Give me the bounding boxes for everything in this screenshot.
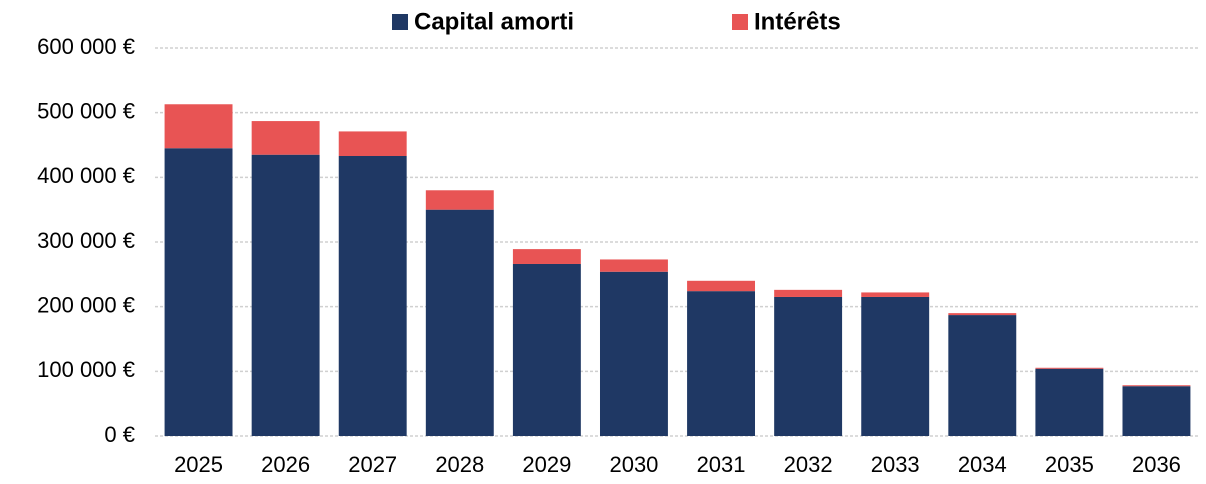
x-tick-label: 2025 (174, 452, 223, 477)
y-tick-label: 300 000 € (37, 228, 135, 253)
x-tick-label: 2026 (261, 452, 310, 477)
bar (861, 292, 930, 297)
x-tick-label: 2031 (697, 452, 746, 477)
legend-label: Intérêts (754, 8, 841, 35)
bar (425, 209, 494, 436)
y-tick-label: 100 000 € (37, 357, 135, 382)
legend-swatch (732, 14, 748, 30)
bar (774, 289, 843, 297)
legend-label: Capital amorti (414, 8, 574, 35)
y-tick-label: 200 000 € (37, 292, 135, 317)
bar (425, 190, 494, 210)
bar (599, 271, 668, 436)
y-tick-label: 400 000 € (37, 163, 135, 188)
bar (338, 131, 407, 156)
y-tick-label: 0 € (104, 422, 135, 447)
x-tick-label: 2027 (348, 452, 397, 477)
bar (599, 259, 668, 272)
bar (774, 296, 843, 436)
x-tick-label: 2030 (609, 452, 658, 477)
bar (512, 249, 581, 264)
y-tick-label: 600 000 € (37, 34, 135, 59)
x-tick-label: 2035 (1045, 452, 1094, 477)
bar (512, 263, 581, 436)
legend-swatch (392, 14, 408, 30)
bar (164, 104, 233, 149)
bar (687, 291, 756, 436)
x-tick-label: 2032 (784, 452, 833, 477)
bar (1122, 385, 1191, 387)
bar (1035, 368, 1104, 436)
bar (338, 155, 407, 436)
bar (687, 280, 756, 292)
x-tick-label: 2034 (958, 452, 1007, 477)
bar (251, 121, 320, 155)
x-tick-label: 2028 (435, 452, 484, 477)
x-tick-label: 2029 (522, 452, 571, 477)
x-tick-label: 2036 (1132, 452, 1181, 477)
bar (1035, 367, 1104, 369)
y-tick-label: 500 000 € (37, 98, 135, 123)
bar (164, 148, 233, 436)
bar (948, 313, 1017, 316)
bar (1122, 386, 1191, 436)
bar (948, 315, 1017, 436)
bar (251, 154, 320, 436)
bar (861, 296, 930, 436)
x-tick-label: 2033 (871, 452, 920, 477)
